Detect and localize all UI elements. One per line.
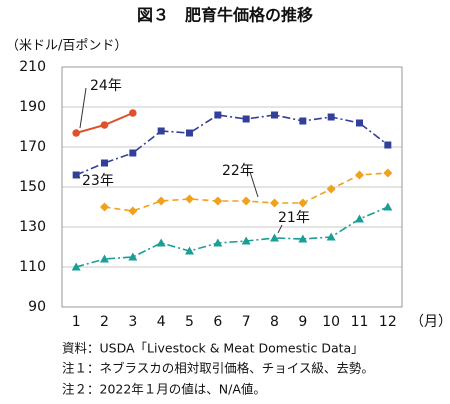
y-tick-label: 110 <box>19 259 46 275</box>
y-axis-label: （米ドル/百ポンド） <box>6 39 127 54</box>
marker <box>241 196 251 206</box>
series-label: 23年 <box>82 173 114 189</box>
marker <box>185 246 194 255</box>
marker <box>129 149 137 157</box>
x-axis-label: （月） <box>410 314 450 330</box>
series-line <box>75 114 389 176</box>
x-tick-label: 2 <box>100 314 109 330</box>
x-tick-label: 10 <box>322 314 340 330</box>
marker <box>128 252 138 261</box>
marker <box>356 119 363 127</box>
marker <box>298 198 308 208</box>
leader-line <box>277 224 283 234</box>
x-tick-label: 5 <box>185 314 194 330</box>
marker <box>241 236 251 245</box>
plot-border <box>61 66 403 308</box>
x-tick-label: 11 <box>351 314 369 330</box>
marker <box>185 194 194 204</box>
marker <box>270 198 279 208</box>
marker <box>72 129 80 137</box>
note: 注１：ネブラスカの相対取引価格、チョイス級、去勢。 <box>62 361 374 376</box>
marker <box>213 196 223 206</box>
note: 資料：USDA「Livestock & Meat Domestic Data」 <box>62 341 364 356</box>
marker <box>157 127 165 135</box>
chart-title: 図３ 肥育牛価格の推移 <box>137 6 313 25</box>
marker <box>186 129 193 137</box>
marker <box>71 262 81 271</box>
marker <box>326 232 336 241</box>
marker <box>213 238 223 247</box>
marker <box>100 202 109 212</box>
x-tick-label: 6 <box>213 314 222 330</box>
marker <box>100 121 109 129</box>
leader-line <box>79 87 87 129</box>
marker <box>383 202 393 211</box>
marker <box>156 196 166 206</box>
x-tick-label: 8 <box>270 314 279 330</box>
y-tick-label: 90 <box>28 299 46 315</box>
y-tick-label: 130 <box>19 219 46 235</box>
series-label: 24年 <box>90 78 122 94</box>
marker <box>156 238 166 247</box>
y-tick-label: 150 <box>19 179 46 195</box>
marker <box>355 214 364 223</box>
marker <box>298 234 308 243</box>
y-tick-label: 170 <box>19 139 46 155</box>
marker <box>384 141 392 149</box>
x-tick-label: 1 <box>72 314 81 330</box>
x-tick-label: 4 <box>157 314 166 330</box>
marker <box>101 159 108 167</box>
marker <box>242 115 250 123</box>
marker <box>72 171 80 179</box>
y-tick-label: 210 <box>19 59 46 75</box>
marker <box>129 109 137 117</box>
marker <box>383 168 393 178</box>
marker <box>299 117 307 125</box>
x-tick-label: 7 <box>242 314 251 330</box>
x-tick-label: 3 <box>128 314 137 330</box>
series-label: 21年 <box>278 210 310 226</box>
x-tick-label: 9 <box>298 314 307 330</box>
marker <box>214 111 222 119</box>
marker <box>100 254 109 263</box>
marker <box>355 170 364 180</box>
leader-line <box>77 175 81 179</box>
series-label: 22年 <box>222 163 254 179</box>
leader-line <box>249 171 259 198</box>
note: 注２：2022年１月の値は、N/A値。 <box>62 382 266 397</box>
marker <box>271 111 278 119</box>
marker <box>327 113 335 121</box>
marker <box>326 184 336 194</box>
marker <box>270 233 279 242</box>
series-line <box>75 206 389 268</box>
y-tick-label: 190 <box>19 99 46 115</box>
x-tick-label: 12 <box>379 314 397 330</box>
marker <box>128 206 138 216</box>
